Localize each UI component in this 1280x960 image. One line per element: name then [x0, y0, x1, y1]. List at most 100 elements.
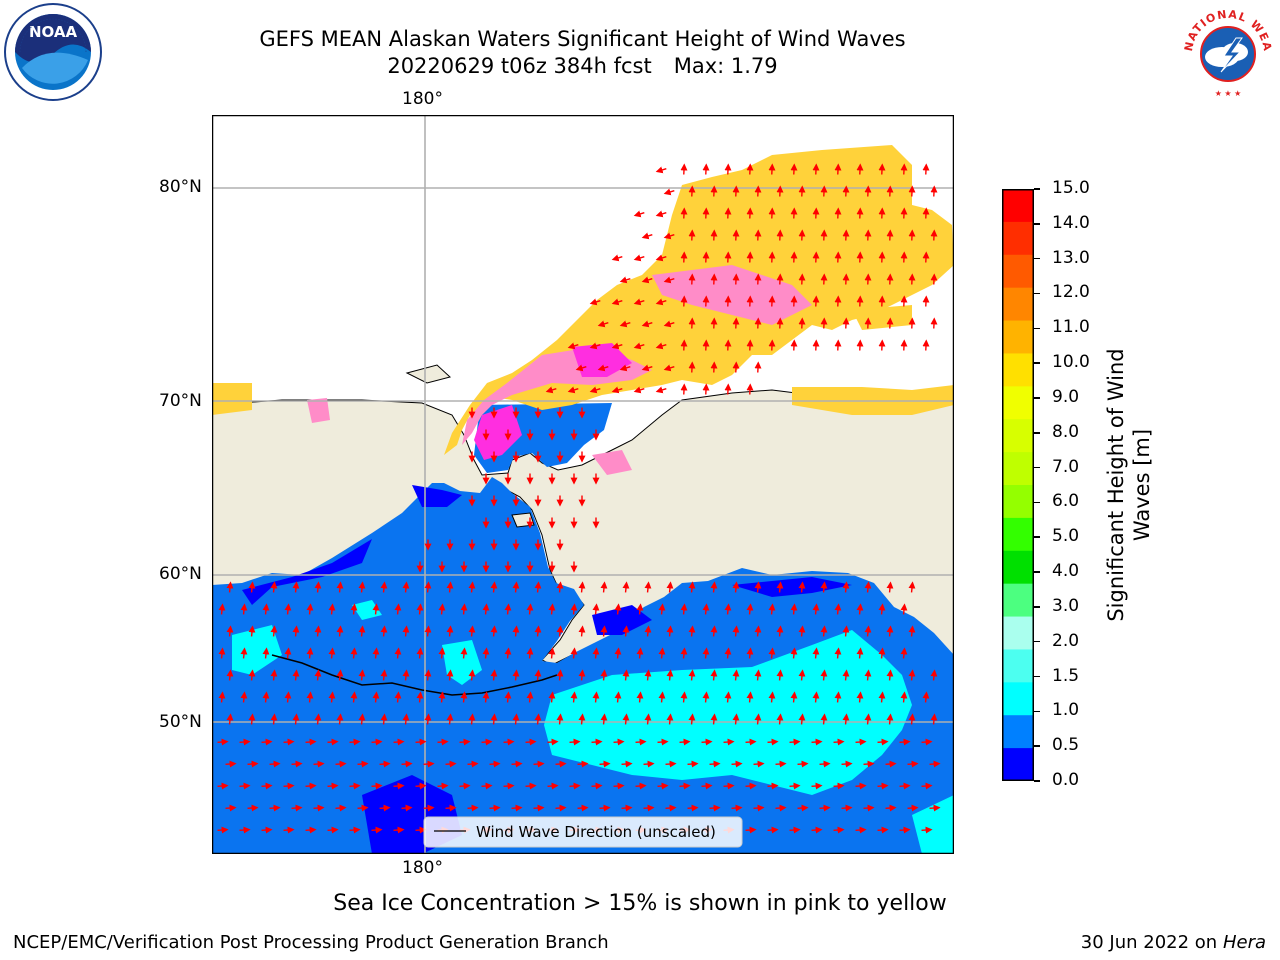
wind-wave-arrow: [745, 782, 757, 790]
wind-wave-arrow: [767, 826, 779, 834]
wind-wave-arrow: [292, 581, 300, 593]
wind-wave-arrow: [336, 581, 344, 593]
wind-wave-arrow: [283, 826, 295, 834]
wind-wave-arrow: [305, 782, 317, 790]
wind-wave-arrow: [314, 625, 322, 637]
wind-wave-arrow: [745, 738, 757, 746]
colorbar-tick-label: 10.0: [1052, 352, 1090, 373]
wind-wave-arrow: [921, 738, 933, 746]
wind-wave-arrow: [644, 581, 652, 593]
colorbar-tick-mark: [1034, 223, 1040, 225]
wind-wave-arrow: [834, 647, 842, 659]
wind-wave-arrow: [270, 713, 278, 725]
wind-wave-arrow: [336, 669, 344, 681]
wind-wave-arrow: [512, 625, 520, 637]
wind-wave-arrow: [864, 669, 872, 681]
wind-wave-arrow: [512, 713, 520, 725]
wind-wave-arrow: [569, 738, 581, 746]
wind-wave-arrow: [811, 738, 823, 746]
colorbar-tick-mark: [1034, 327, 1040, 330]
wind-wave-arrow: [776, 669, 784, 681]
wind-wave-arrow: [724, 691, 732, 703]
colorbar-swatch: [1002, 583, 1034, 618]
wind-wave-arrow: [900, 603, 908, 615]
wind-wave-arrow: [468, 669, 476, 681]
wind-wave-arrow: [746, 603, 754, 615]
wind-wave-arrow: [240, 603, 248, 615]
wind-wave-arrow: [218, 647, 226, 659]
wind-wave-arrow: [619, 320, 631, 328]
wind-wave-arrow: [327, 782, 339, 790]
wind-wave-arrow: [459, 782, 471, 790]
wind-wave-arrow: [921, 826, 933, 834]
wind-wave-arrow: [855, 826, 867, 834]
wind-wave-arrow: [248, 625, 256, 637]
wind-wave-arrow: [687, 804, 699, 812]
wind-wave-arrow: [284, 603, 292, 615]
wind-wave-arrow: [687, 760, 699, 768]
wind-wave-arrow: [655, 210, 667, 218]
forecast-date: 20220629 t06z 384h fcst: [387, 54, 652, 78]
wind-wave-arrow: [701, 782, 713, 790]
wind-wave-arrow: [655, 298, 667, 306]
wind-wave-arrow: [856, 603, 864, 615]
wind-wave-arrow: [556, 625, 564, 637]
wind-wave-arrow: [371, 826, 383, 834]
colorbar-tick-label: 12.0: [1052, 282, 1090, 303]
wind-wave-arrow: [665, 804, 677, 812]
wind-wave-arrow: [380, 625, 388, 637]
wind-wave-arrow: [633, 210, 645, 218]
wind-wave-arrow: [534, 713, 542, 725]
wind-wave-arrow: [842, 625, 850, 637]
colorbar-swatch: [1002, 616, 1034, 650]
wind-wave-arrow: [358, 669, 366, 681]
wind-wave-arrow: [643, 804, 655, 812]
legend-label: Wind Wave Direction (unscaled): [476, 823, 716, 841]
wind-wave-arrow: [614, 691, 622, 703]
wind-wave-arrow: [709, 760, 721, 768]
wind-wave-arrow: [614, 647, 622, 659]
wind-wave-arrow: [658, 603, 666, 615]
colorbar: [1002, 189, 1034, 781]
colorbar-tick-label: 8.0: [1052, 421, 1080, 442]
wind-wave-arrow: [567, 342, 579, 350]
wind-wave-arrow: [655, 342, 667, 350]
wind-wave-arrow: [790, 691, 798, 703]
wind-wave-arrow: [592, 647, 600, 659]
wind-wave-arrow: [415, 782, 427, 790]
wind-wave-arrow: [680, 691, 688, 703]
wind-wave-arrow: [855, 738, 867, 746]
wind-wave-arrow: [423, 804, 435, 812]
wind-wave-arrow: [666, 669, 674, 681]
wind-wave-arrow: [633, 342, 645, 350]
colorbar-tick-label: 2.0: [1052, 630, 1080, 651]
wind-wave-arrow: [731, 760, 743, 768]
wind-wave-arrow: [335, 760, 347, 768]
wind-wave-arrow: [622, 625, 630, 637]
wind-wave-arrow: [350, 603, 358, 615]
wind-wave-arrow: [754, 669, 762, 681]
wind-wave-arrow: [394, 691, 402, 703]
wind-wave-arrow: [270, 669, 278, 681]
wind-wave-arrow: [460, 603, 468, 615]
wind-wave-arrow: [908, 581, 916, 593]
wind-wave-arrow: [641, 232, 653, 240]
wind-wave-arrow: [283, 738, 295, 746]
wind-wave-arrow: [658, 691, 666, 703]
wind-wave-arrow: [886, 625, 894, 637]
colorbar-tick-mark: [1034, 466, 1040, 469]
lon-label-bottom: 180°: [402, 858, 443, 878]
wind-wave-arrow: [929, 760, 941, 768]
wind-wave-arrow: [578, 669, 586, 681]
wind-wave-arrow: [812, 647, 820, 659]
wind-wave-arrow: [834, 603, 842, 615]
wind-wave-arrow: [619, 276, 631, 284]
wind-wave-arrow: [349, 782, 361, 790]
wind-wave-arrow: [663, 364, 675, 372]
lat-label-70: 70°N: [159, 391, 202, 411]
wind-wave-arrow: [754, 713, 762, 725]
wind-wave-arrow: [597, 320, 609, 328]
wind-wave-arrow: [732, 581, 740, 593]
colorbar-tick-mark: [1034, 397, 1040, 399]
wind-wave-arrow: [349, 738, 361, 746]
